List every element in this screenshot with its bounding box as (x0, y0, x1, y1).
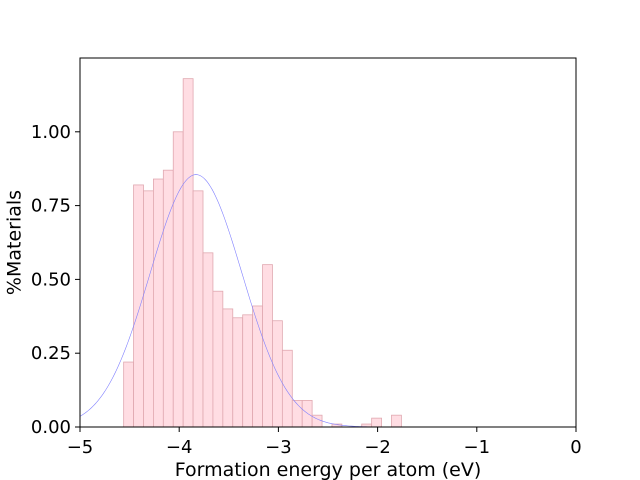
y-tick-label: 0.00 (31, 417, 71, 438)
x-tick-label: −3 (265, 437, 292, 458)
x-axis-ticks: −5 −4 −3 −2 −1 0 (67, 427, 582, 458)
histogram-bar-18 (301, 400, 313, 428)
x-tick-label: −1 (464, 437, 491, 458)
histogram-bar-1 (133, 184, 144, 428)
y-axis-ticks: 0.00 0.25 0.50 0.75 1.00 (31, 122, 80, 438)
histogram-bar-3 (153, 178, 164, 428)
plot-frame (79, 57, 577, 428)
y-tick-label: 0.50 (31, 269, 71, 290)
histogram-bar-4 (162, 169, 174, 428)
histogram-bar-8 (202, 252, 214, 428)
histogram-bar-0 (123, 361, 134, 428)
x-tick-label: −4 (166, 437, 193, 458)
histogram-bar-11 (232, 317, 244, 428)
histogram-bar-5 (172, 131, 184, 428)
x-axis-label: Formation energy per atom (eV) (175, 459, 482, 480)
histogram-bar-25 (371, 417, 382, 428)
histogram-bar-10 (222, 308, 234, 428)
y-tick-label: 0.75 (31, 196, 71, 217)
x-tick-label: −2 (364, 437, 391, 458)
y-axis-label: %Materials (4, 190, 26, 295)
histogram-bar-6 (182, 78, 194, 428)
histogram-bar-2 (143, 190, 154, 428)
histogram-bar-12 (242, 314, 254, 428)
histogram-bars (123, 78, 402, 428)
histogram-bar-14 (262, 264, 273, 428)
histogram-bar-9 (212, 290, 224, 428)
histogram-bar-16 (281, 349, 293, 428)
y-tick-label: 1.00 (31, 122, 71, 143)
histogram-bar-7 (192, 190, 204, 428)
y-tick-label: 0.25 (31, 343, 71, 364)
histogram-bar-27 (391, 414, 402, 428)
x-tick-label: 0 (570, 437, 581, 458)
x-tick-label: −5 (67, 437, 94, 458)
